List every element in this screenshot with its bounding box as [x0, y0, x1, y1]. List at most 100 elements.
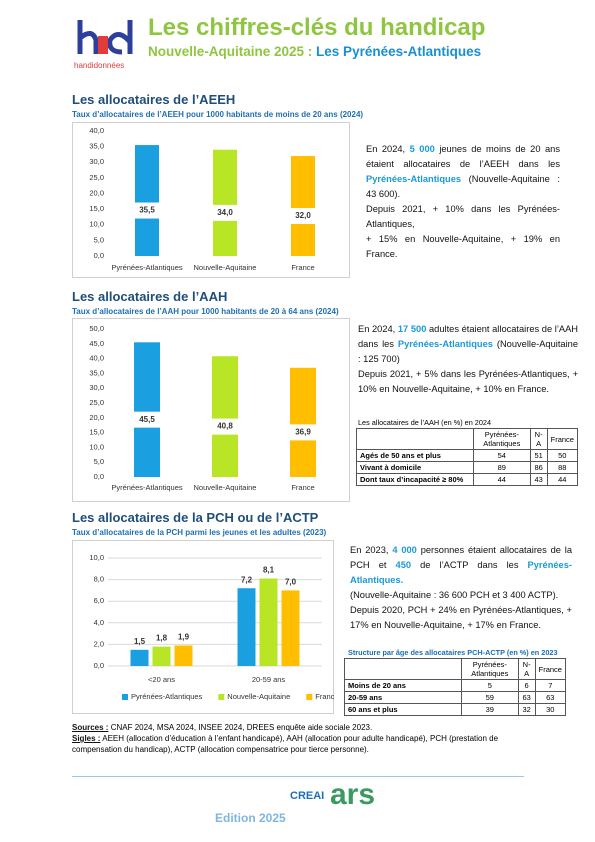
y-tick-label: 10,0 [89, 553, 104, 562]
row-label: Dont taux d’incapacité ≥ 80% [356, 473, 474, 486]
legend-swatch [122, 694, 128, 700]
value-label: 35,5 [139, 206, 155, 215]
territory: Pyrénées-Atlantiques [397, 339, 493, 349]
y-tick-label: 20,0 [89, 413, 104, 422]
x-tick-label: Pyrénées-Atlantiques [111, 263, 183, 272]
table: Pyrénées-Atlantiques N-A France Moins de 20… [344, 658, 567, 716]
cell: 6 [517, 679, 536, 692]
y-tick-label: 40,0 [89, 354, 104, 363]
cell: 59 [461, 691, 519, 704]
y-tick-label: 35,0 [89, 142, 104, 151]
bar [290, 367, 316, 477]
paragraph: En 2023, 4 000 personnes étaient allocat… [350, 543, 572, 633]
bar [152, 646, 171, 666]
y-tick-label: 40,0 [89, 126, 104, 135]
territory: Pyrénées-Atlantiques. [350, 560, 572, 585]
header-row: Pyrénées-Atlantiques N-A France [356, 428, 579, 450]
y-tick-label: 30,0 [89, 157, 104, 166]
value-label: 45,5 [139, 415, 155, 424]
value-label-box [288, 208, 318, 224]
text: (Nouvelle-Aquitaine : 43 600). [366, 174, 560, 199]
text: (Nouvelle-Aquitaine : 36 600 PCH et 3 40… [350, 590, 559, 600]
x-tick-label: <20 ans [148, 675, 175, 684]
text: Depuis 2021, + 5% dans les Pyrénées-Atla… [358, 369, 578, 394]
y-tick-label: 4,0 [94, 618, 104, 627]
text: Depuis 2021, + 10% dans les Pyrénées-Atl… [366, 204, 560, 229]
text: AEEH (allocation d’éducation à l’enfant … [72, 734, 499, 754]
text: personnes étaient allocataires de la PCH… [350, 545, 572, 570]
header-cell: Pyrénées-Atlantiques [473, 428, 531, 450]
value-label: 34,0 [217, 208, 233, 217]
row: Agés de 50 ans et plus 54 51 50 [356, 449, 579, 462]
x-tick-label: France [291, 263, 314, 272]
y-tick-label: 10,0 [89, 442, 104, 451]
text: de l’ACTP dans les [411, 560, 528, 570]
bar [134, 342, 160, 477]
y-tick-label: 0,0 [94, 472, 104, 481]
y-tick-label: 20,0 [89, 188, 104, 197]
subtitle: Nouvelle-Aquitaine 2025 : Les Pyrénées-A… [148, 44, 481, 59]
bar [174, 645, 193, 666]
ars-logo: ars [330, 778, 376, 811]
legend-swatch [306, 694, 313, 700]
bar [130, 649, 149, 666]
cell: 30 [534, 703, 567, 716]
chart-border [72, 540, 334, 714]
row-label: Moins de 20 ans [344, 679, 462, 692]
value-label: 7,2 [241, 575, 253, 584]
cell: 50 [546, 449, 579, 462]
text: En 2023, [350, 545, 393, 555]
logo: handidonnées [74, 20, 133, 70]
row-label: 60 ans et plus [344, 703, 462, 716]
value-label: 7,0 [285, 578, 297, 587]
cell: 32 [517, 703, 536, 716]
x-tick-label: Nouvelle-Aquitaine [194, 483, 257, 492]
cell: 63 [517, 691, 536, 704]
cell: 51 [529, 449, 548, 462]
footer-notes: Sources : CNAF 2024, MSA 2024, INSEE 202… [72, 722, 524, 755]
number: 17 500 [397, 324, 427, 334]
text: adultes étaient allocataires de l’AAH da… [358, 324, 578, 349]
row-label: Agés de 50 ans et plus [356, 449, 474, 462]
cell: 54 [473, 449, 531, 462]
bar [213, 149, 237, 256]
y-tick-label: 15,0 [89, 204, 104, 213]
header-cell: N-A [529, 428, 548, 450]
header-cell [344, 658, 462, 680]
cell: 89 [473, 461, 531, 474]
paragraph: En 2024, 5 000 jeunes de moins de 20 ans… [366, 142, 560, 262]
value-label-box [210, 204, 240, 221]
row-label: Vivant à domicile [356, 461, 474, 474]
bar [212, 356, 238, 477]
legend-label: Pyrénées-Atlantiques [131, 692, 203, 701]
y-tick-label: 25,0 [89, 398, 104, 407]
bar [281, 590, 300, 666]
chart: 0,0 5,0 10,0 15,0 20,0 25,0 30,0 35,0 40,0 45,0 50… [72, 318, 350, 502]
chart-border [72, 122, 350, 278]
cell: 43 [529, 473, 548, 486]
cell: 88 [546, 461, 579, 474]
legend-label: Nouvelle-Aquitaine [227, 692, 290, 701]
chart-title: Taux d’allocataires de la PCH parmi les … [72, 528, 327, 537]
territory: Les Pyrénées-Atlantiques [316, 44, 482, 59]
text: En 2024, [366, 144, 410, 154]
cell: 5 [461, 679, 519, 692]
row-label: 20-59 ans [344, 691, 462, 704]
row: 20-59 ans 59 63 63 [344, 691, 567, 704]
value-label: 8,1 [263, 566, 275, 575]
x-tick-label: 20-59 ans [252, 675, 286, 684]
section-heading: Les allocataires de la PCH ou de l’ACTP [72, 510, 319, 525]
x-tick-label: France [291, 483, 314, 492]
logo-text: handidonnées [74, 61, 124, 70]
y-tick-label: 15,0 [89, 428, 104, 437]
cell: 63 [534, 691, 567, 704]
y-tick-label: 2,0 [94, 639, 104, 648]
cell: 7 [534, 679, 567, 692]
value-label-box [210, 418, 240, 435]
y-tick-label: 5,0 [94, 457, 104, 466]
text: En 2024, [358, 324, 398, 334]
header-row: Pyrénées-Atlantiques N-A France [344, 658, 567, 680]
bar [291, 156, 315, 256]
table: Pyrénées-Atlantiques N-A France Agés de 50 … [356, 428, 579, 486]
value-label-box [288, 424, 318, 441]
